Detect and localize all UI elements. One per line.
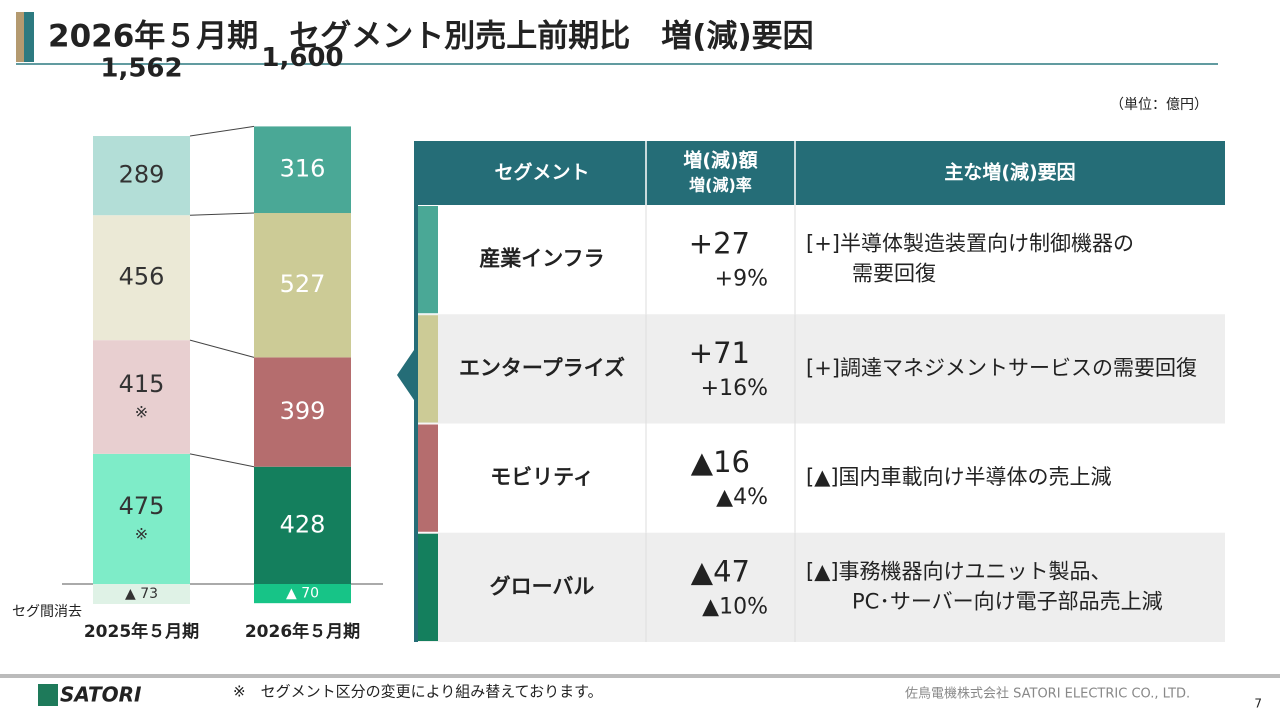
rate: +16%: [701, 376, 768, 401]
row-strip: [418, 424, 438, 532]
title-accent: [16, 12, 24, 62]
bar-segment: [254, 126, 351, 214]
header-cell: 増(減)額: [683, 149, 757, 172]
connector: [189, 453, 255, 468]
bar-segment: [93, 136, 190, 216]
segment-name: 産業インフラ: [479, 247, 604, 271]
data-label: 399: [280, 397, 326, 425]
data-label: 527: [280, 270, 326, 298]
rate: ▲10%: [702, 594, 768, 619]
segment-name: モビリティ: [490, 465, 594, 489]
row-bg: [414, 423, 1225, 533]
row-bg: [414, 532, 1225, 642]
note-mark: ※: [135, 524, 148, 543]
connector: [189, 212, 255, 216]
reason: [+]半導体製造装置向け制御機器の: [806, 232, 1134, 256]
segment-name: エンタープライズ: [459, 356, 625, 380]
page-number: 7: [1254, 697, 1262, 711]
data-label: ▲ 73: [125, 586, 158, 602]
data-label: 475: [119, 492, 165, 520]
reason: [▲]事務機器向けユニット製品、: [806, 559, 1112, 583]
amount: ▲47: [691, 554, 750, 588]
table-left-rule: [414, 205, 418, 642]
row-bg: [414, 205, 1225, 315]
unit: （単位：億円）: [1110, 97, 1208, 113]
note-mark: ※: [135, 402, 148, 421]
logo: SATORI: [60, 683, 142, 707]
bar-segment: [254, 584, 351, 604]
elimination-label: セグ間消去: [12, 604, 82, 620]
bar-segment: [254, 466, 351, 584]
bar-segment: [254, 213, 351, 358]
x-tick-label: 2025年５月期: [84, 621, 199, 642]
row-strip: [418, 533, 438, 641]
amount: +71: [689, 336, 750, 370]
header-cell: セグメント: [494, 161, 589, 184]
data-label: 289: [119, 161, 165, 189]
connector: [189, 339, 255, 358]
bar-segment: [93, 340, 190, 454]
footnote: ※ セグメント区分の変更により組み替えております。: [233, 683, 603, 701]
rate: +9%: [715, 267, 768, 292]
data-label: 456: [119, 263, 165, 291]
total-label: 1,562: [100, 54, 182, 84]
reason: [+]調達マネジメントサービスの需要回復: [806, 356, 1197, 380]
reason: 需要回復: [852, 262, 936, 286]
bar-segment: [254, 357, 351, 467]
row-bg: [414, 314, 1225, 424]
data-label: ▲ 70: [286, 586, 319, 602]
data-label: 316: [280, 155, 326, 183]
amount: ▲16: [691, 445, 750, 479]
pointer: [397, 350, 414, 400]
header-cell: 増(減)率: [689, 176, 752, 195]
bar-segment: [93, 453, 190, 584]
reason: PC･サーバー向け電子部品売上減: [852, 589, 1163, 613]
segment-name: グローバル: [490, 574, 595, 598]
bar-segment: [93, 215, 190, 341]
table-header: [414, 141, 1225, 205]
row-strip: [418, 206, 438, 314]
amount: +27: [689, 227, 750, 261]
total-label: 1,600: [261, 43, 343, 73]
footer-rule: [0, 674, 1280, 678]
row-strip: [418, 315, 438, 423]
company: 佐鳥電機株式会社 SATORI ELECTRIC CO., LTD.: [905, 686, 1190, 702]
header-cell: 主な増(減)要因: [944, 161, 1075, 184]
data-label: 428: [280, 510, 326, 538]
title-accent: [24, 12, 34, 62]
reason: [▲]国内車載向け半導体の売上減: [806, 465, 1112, 489]
logo-mark: [38, 684, 58, 706]
slide-title: 2026年５月期 セグメント別売上前期比 増(減)要因: [48, 19, 814, 55]
x-tick-label: 2026年５月期: [245, 621, 360, 642]
connector: [189, 125, 255, 137]
bar-segment: [93, 584, 190, 605]
data-label: 415: [119, 370, 165, 398]
rate: ▲4%: [716, 485, 768, 510]
